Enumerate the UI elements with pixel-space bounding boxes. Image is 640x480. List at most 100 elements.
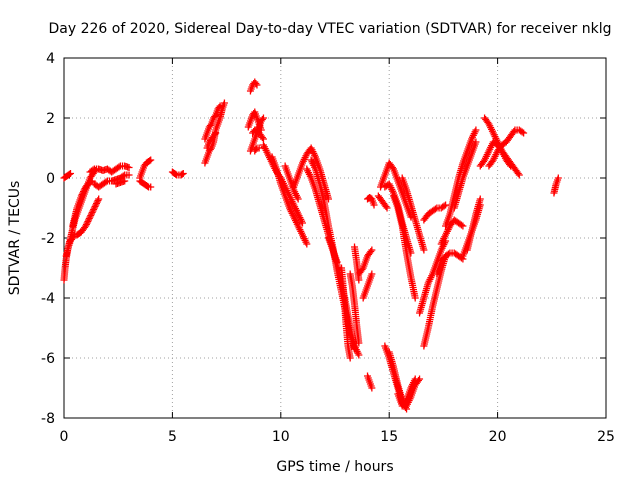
data-point [367,248,375,255]
data-point [442,201,450,209]
data-point [89,166,97,174]
y-axis-label: SDTVAR / TECUs [7,181,23,296]
data-point [457,221,465,229]
data-point [84,218,92,225]
data-point [554,174,562,182]
data-point [506,161,514,168]
data-point [355,276,363,284]
data-point [444,250,452,258]
data-point [80,186,88,194]
data-point [510,128,518,135]
data-point [115,163,123,171]
data-point [147,156,155,164]
y-tick-label: -2 [41,231,55,247]
x-tick-label: 25 [597,429,615,445]
chart-title: Day 226 of 2020, Sidereal Day-to-day VTE… [49,21,612,37]
data-point [368,246,376,254]
data-point [125,164,133,171]
data-point [440,202,448,210]
data-point [93,200,101,207]
data-point [476,195,484,203]
data-point [368,270,376,278]
data-point [78,191,86,198]
data-point [220,99,228,107]
data-point [95,195,103,203]
data-point [87,212,95,219]
data-point [258,134,266,141]
data-point [514,170,522,177]
data-point [125,171,133,179]
data-point [70,233,78,240]
x-tick-label: 10 [272,429,290,445]
data-point [411,294,419,302]
data-point [520,129,528,137]
data-point [383,204,391,212]
data-point [215,104,223,111]
data-point [94,197,102,204]
data-point [67,170,75,177]
data-point [515,171,523,179]
x-tick-label: 15 [380,429,398,445]
data-point [88,209,96,216]
data-point [382,203,390,210]
data-point [459,222,467,230]
data-point [253,81,261,89]
data-point [86,213,94,221]
data-point [472,138,480,146]
x-tick-label: 20 [489,429,507,445]
data-point [472,126,480,134]
data-point [211,131,219,138]
data-point [252,80,260,87]
x-tick-label: 5 [168,429,177,445]
data-point [255,144,263,152]
data-point [92,201,100,209]
data-point [83,219,91,227]
y-tick-label: 0 [46,171,55,187]
data-point [252,146,260,153]
data-point [102,178,110,186]
data-point [258,116,266,123]
data-point [368,384,376,392]
data-point [259,114,267,122]
data-point [298,219,306,227]
data-point [147,183,155,191]
data-point [82,221,90,228]
data-point [431,205,439,213]
data-point [90,206,98,213]
data-point [212,129,220,137]
data-point [85,216,93,224]
axis-ticks: 0 5 10 15 20 25 -8 -6 -4 -2 0 2 4 [41,51,615,445]
y-tick-label: -4 [41,291,55,307]
data-point [90,204,98,212]
data-point [93,198,101,206]
data-point [518,128,526,136]
data-point [178,170,186,178]
data-point [411,375,419,383]
x-tick-label: 0 [60,429,69,445]
data-point [65,170,73,178]
data-point [91,203,99,210]
data-point [507,162,515,170]
data-point [87,210,95,218]
data-point [259,135,267,143]
y-tick-label: -8 [41,411,55,427]
data-point [77,192,85,200]
data-point [370,201,378,209]
data-point [172,170,180,178]
data-point [79,189,87,197]
data-point [85,215,93,222]
data-point [89,207,97,215]
data-point [355,339,363,347]
data-point [303,240,311,248]
data-point [143,182,151,190]
data-point [355,351,363,359]
data-point [294,195,302,203]
y-tick-label: 4 [46,51,55,67]
data-point [82,222,90,230]
data-point [179,170,187,177]
data-point [420,246,428,254]
data-point [346,354,354,362]
data-point [80,188,88,195]
y-tick-label: -6 [41,351,55,367]
